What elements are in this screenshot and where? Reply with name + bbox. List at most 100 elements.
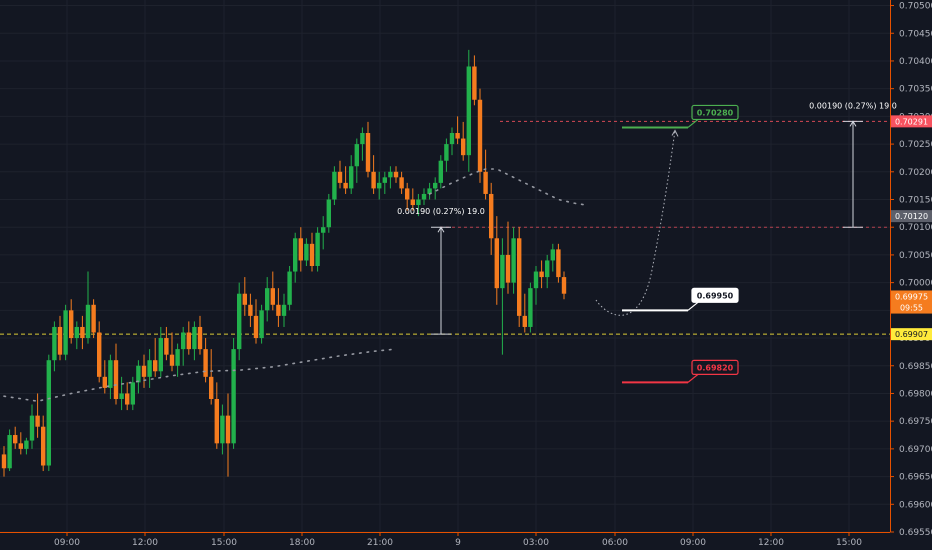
candle-body: [158, 338, 163, 372]
candle-body: [164, 338, 169, 355]
candle-body: [197, 326, 203, 350]
candle-body: [354, 144, 359, 167]
price-tag-label: 0.69907: [895, 330, 928, 339]
candle-body: [298, 238, 303, 261]
candle-body: [522, 315, 527, 327]
candle-body: [52, 326, 57, 361]
price-tag: [891, 328, 932, 341]
candle-body: [326, 199, 331, 228]
candle-body: [410, 199, 415, 206]
candle-body: [209, 376, 214, 399]
price-tag-label: 0.69975: [895, 292, 928, 301]
candle-body: [382, 177, 387, 183]
candle-body: [91, 304, 96, 333]
candle-body: [113, 360, 119, 399]
candle-body: [388, 171, 393, 178]
candle-body: [125, 393, 130, 405]
candle-body: [533, 271, 539, 289]
x-tick-label: 09:00: [680, 538, 706, 548]
candle-body: [377, 182, 382, 189]
candle-body: [281, 304, 287, 316]
time-axis[interactable]: 09:00 12:00 15:00 18:00 21:00 9 03:00 06:00 09:0…: [0, 532, 890, 548]
candle-body: [136, 365, 141, 383]
price-tag-label: 0.70291: [895, 117, 928, 126]
candle-body: [561, 277, 567, 294]
candle-body: [416, 199, 421, 206]
candle-body: [102, 376, 107, 388]
candle-body: [153, 360, 158, 372]
candle-body: [237, 293, 242, 350]
price-tag-label: 09:55: [900, 304, 923, 313]
candle-body: [1, 454, 7, 469]
candle-body: [433, 182, 438, 189]
x-tick-label: 15:00: [836, 538, 862, 548]
candle-body: [472, 66, 477, 100]
candle-body: [97, 332, 102, 377]
candle-body: [13, 435, 18, 444]
target-callout: [687, 118, 699, 128]
price-tag: [891, 290, 932, 303]
candle-body: [119, 393, 124, 399]
candle-body: [545, 260, 550, 278]
candle-body: [259, 310, 264, 339]
candle-body: [41, 426, 46, 466]
x-tick-label: 15:00: [211, 538, 237, 548]
candle-body: [270, 288, 275, 305]
candle-body: [203, 349, 208, 377]
candle-body: [321, 227, 326, 233]
x-tick-label: 03:00: [523, 538, 549, 548]
candle-body: [7, 435, 12, 469]
price-tag: [891, 210, 932, 223]
candle-body: [466, 66, 471, 156]
price-tag-label: 0.70120: [895, 212, 928, 221]
x-tick-label: 09:00: [54, 538, 80, 548]
target-label: 0.69820: [697, 363, 734, 372]
moving-average-line: [3, 348, 397, 403]
candle-body: [371, 171, 376, 189]
candle-body: [169, 354, 175, 366]
candle-body: [393, 171, 399, 178]
candle-body: [528, 288, 533, 327]
candle-body: [304, 243, 309, 261]
candle-body: [248, 304, 253, 316]
candle-body: [74, 326, 79, 339]
candle-body: [147, 360, 152, 377]
moving-average-series: [3, 168, 588, 403]
candle-body: [365, 133, 371, 172]
candle-body: [186, 332, 191, 350]
price-tag: [891, 301, 932, 314]
candle-body: [80, 326, 85, 339]
candle-body: [483, 171, 488, 194]
candle-body: [175, 349, 180, 366]
candle-body: [130, 382, 135, 405]
candle-body: [550, 249, 555, 261]
candle-body: [405, 188, 410, 200]
candle-body: [315, 232, 320, 266]
price-axis[interactable]: 0.705000.704500.704000.703500.703000.702…: [890, 0, 932, 538]
candle-body: [29, 415, 35, 441]
measure-arrow: [437, 226, 445, 233]
projection-path: [595, 130, 676, 316]
candle-body: [242, 293, 247, 305]
candle-body: [214, 399, 219, 444]
candle-body: [489, 193, 494, 239]
target-box: [691, 359, 739, 375]
candle-body: [427, 188, 432, 194]
candle-body: [253, 315, 259, 339]
